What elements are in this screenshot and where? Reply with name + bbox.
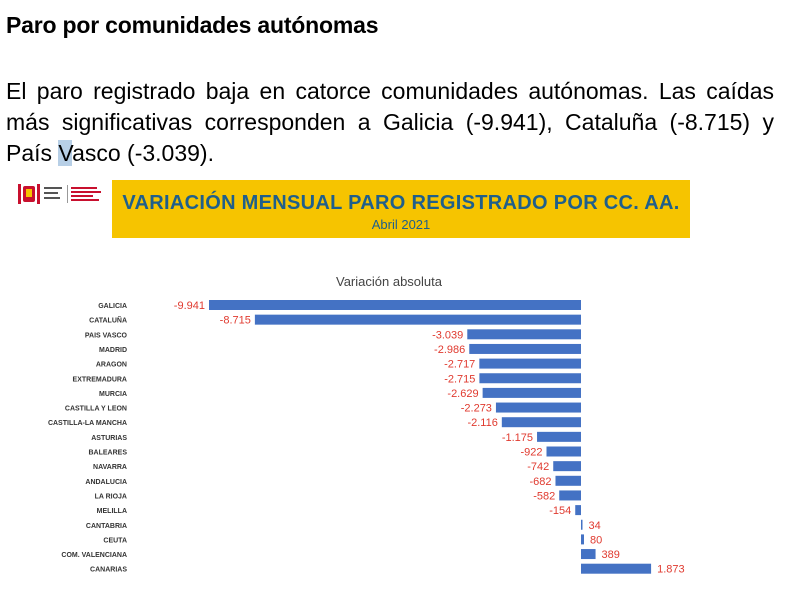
bar bbox=[555, 475, 581, 486]
bar bbox=[581, 534, 584, 545]
value-label: -2.717 bbox=[444, 359, 475, 371]
banner-title: VARIACIÓN MENSUAL PARO REGISTRADO POR CC… bbox=[122, 192, 680, 214]
category-label: BALEARES bbox=[88, 450, 127, 457]
page-heading: Paro por comunidades autónomas bbox=[6, 12, 379, 38]
value-label: -922 bbox=[520, 447, 542, 459]
value-label: -2.116 bbox=[467, 417, 497, 429]
bar bbox=[581, 563, 652, 574]
bar bbox=[469, 343, 581, 354]
category-label: GALICIA bbox=[98, 303, 127, 310]
category-label: MURCIA bbox=[99, 391, 127, 398]
value-label: -2.273 bbox=[461, 403, 492, 415]
bar bbox=[546, 446, 581, 457]
bar bbox=[559, 490, 581, 501]
category-label: MELILLA bbox=[97, 508, 127, 515]
paragraph-text-2: asco (-3.039). bbox=[72, 140, 214, 166]
bar bbox=[254, 314, 582, 325]
category-label: CATALUÑA bbox=[89, 316, 127, 325]
value-label: -2.629 bbox=[447, 388, 478, 400]
bar bbox=[467, 329, 581, 340]
category-label: PAIS VASCO bbox=[85, 332, 128, 339]
bar bbox=[482, 387, 581, 398]
category-label: LA RIOJA bbox=[95, 493, 127, 500]
value-label: -3.039 bbox=[432, 329, 463, 341]
category-label: EXTREMADURA bbox=[73, 376, 127, 383]
variation-chart: Variación absoluta GALICIA -9.941 CATALUÑA -… bbox=[48, 274, 685, 576]
value-label: -9.941 bbox=[174, 300, 205, 312]
value-label: -582 bbox=[533, 490, 555, 502]
government-logo bbox=[18, 184, 101, 204]
bar bbox=[479, 358, 581, 369]
category-label: CASTILLA-LA MANCHA bbox=[48, 420, 127, 427]
value-label: -682 bbox=[529, 476, 551, 488]
category-label: NAVARRA bbox=[93, 464, 127, 471]
banner-subtitle: Abril 2021 bbox=[371, 217, 431, 232]
bar bbox=[581, 549, 596, 560]
selection-highlight: V bbox=[58, 140, 73, 166]
bar bbox=[209, 300, 581, 310]
value-label: -2.715 bbox=[444, 373, 475, 385]
title-banner: VARIACIÓN MENSUAL PARO REGISTRADO POR CC… bbox=[112, 180, 690, 238]
bar bbox=[501, 417, 581, 428]
value-label: -2.986 bbox=[434, 344, 465, 356]
category-label: CANARIAS bbox=[90, 567, 127, 574]
category-label: COM. VALENCIANA bbox=[61, 552, 127, 559]
bar bbox=[575, 505, 581, 516]
value-label: 1.873 bbox=[657, 564, 685, 576]
category-label: CASTILLA Y LEON bbox=[65, 406, 127, 413]
bar bbox=[537, 431, 581, 442]
value-label: -154 bbox=[549, 505, 571, 517]
value-label: 389 bbox=[602, 549, 620, 561]
chart-title: Variación absoluta bbox=[336, 274, 443, 289]
value-label: -742 bbox=[527, 461, 549, 473]
category-label: ANDALUCIA bbox=[85, 479, 127, 486]
bar bbox=[479, 373, 581, 384]
category-label: ARAGON bbox=[96, 362, 127, 369]
category-label: MADRID bbox=[99, 347, 127, 354]
value-label: -1.175 bbox=[502, 432, 533, 444]
bar bbox=[553, 461, 581, 472]
category-label: ASTURIAS bbox=[91, 435, 127, 442]
bar bbox=[495, 402, 581, 413]
category-label: CEUTA bbox=[103, 537, 127, 544]
value-label: 34 bbox=[589, 520, 601, 532]
category-label: CANTABRIA bbox=[86, 523, 127, 530]
value-label: 80 bbox=[590, 534, 602, 546]
intro-paragraph: El paro registrado baja en catorce comun… bbox=[6, 76, 774, 169]
value-label: -8.715 bbox=[220, 315, 251, 327]
bar bbox=[581, 519, 583, 530]
paragraph-text-1: El paro registrado baja en catorce comun… bbox=[6, 78, 774, 166]
